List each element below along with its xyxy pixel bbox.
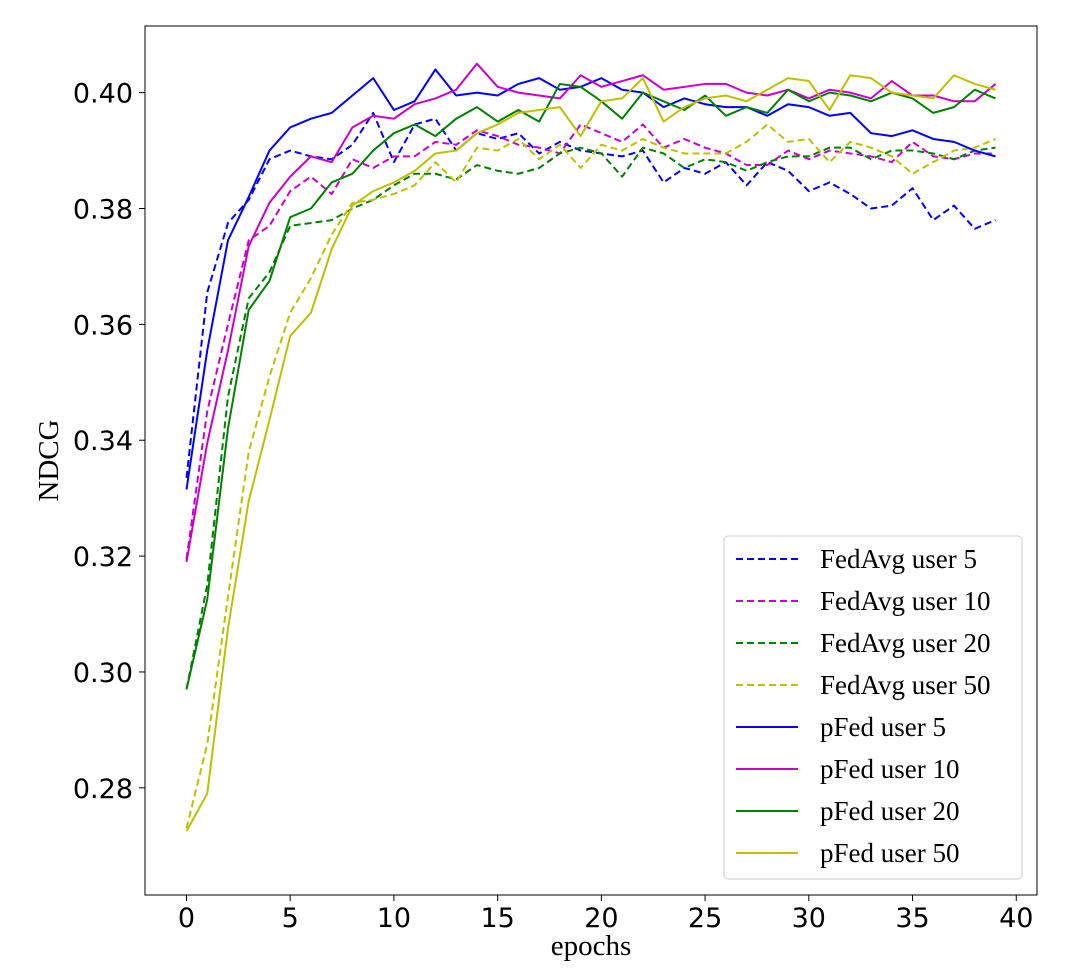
legend-label: pFed user 50 bbox=[820, 838, 959, 868]
series-line-pfed-user-10 bbox=[185, 62, 997, 563]
series-line-fedavg-user-5 bbox=[185, 111, 996, 478]
x-tick-label: 20 bbox=[584, 903, 618, 934]
series-line-pfed-user-20 bbox=[185, 82, 996, 690]
series-line-fedavg-user-10 bbox=[185, 123, 996, 560]
series-line-pfed-user-50 bbox=[185, 74, 996, 832]
legend-box bbox=[723, 535, 1023, 880]
legend: FedAvg user 5 FedAvg user 10 FedAvg user 2… bbox=[723, 535, 1023, 880]
y-tick-label: 0.36 bbox=[73, 310, 133, 341]
legend-label: FedAvg user 10 bbox=[820, 586, 990, 616]
x-axis-title: epochs bbox=[551, 930, 632, 962]
legend-label: pFed user 5 bbox=[820, 712, 946, 742]
x-tick-label: 5 bbox=[282, 903, 299, 934]
x-axis: 0 5 10 15 20 25 30 35 40 bbox=[178, 895, 1033, 934]
series-layer bbox=[185, 62, 997, 832]
x-tick-label: 40 bbox=[999, 903, 1033, 934]
series-line-pfed-user-5 bbox=[185, 68, 996, 490]
x-tick-label: 30 bbox=[792, 903, 826, 934]
legend-label: pFed user 20 bbox=[820, 796, 959, 826]
plot-frame bbox=[144, 25, 1038, 896]
legend-label: FedAvg user 20 bbox=[820, 628, 990, 658]
y-tick-label: 0.30 bbox=[73, 658, 133, 689]
y-tick-label: 0.38 bbox=[73, 194, 133, 225]
legend-label: FedAvg user 5 bbox=[820, 544, 977, 574]
x-tick-label: 35 bbox=[895, 903, 929, 934]
x-tick-label: 10 bbox=[377, 903, 411, 934]
series-line-fedavg-user-50 bbox=[185, 123, 996, 829]
legend-label: pFed user 10 bbox=[820, 754, 959, 784]
y-axis: 0.28 0.30 0.32 0.34 0.36 0.38 0.40 bbox=[73, 79, 145, 805]
x-tick-label: 15 bbox=[480, 903, 514, 934]
y-tick-label: 0.34 bbox=[73, 426, 133, 457]
x-tick-label: 0 bbox=[178, 903, 195, 934]
y-tick-label: 0.28 bbox=[73, 774, 133, 805]
series-line-fedavg-user-20 bbox=[185, 146, 996, 690]
y-tick-label: 0.40 bbox=[73, 79, 133, 110]
x-tick-label: 25 bbox=[688, 903, 722, 934]
y-tick-label: 0.32 bbox=[73, 542, 133, 573]
legend-label: FedAvg user 50 bbox=[820, 670, 990, 700]
y-axis-title: NDCG bbox=[33, 419, 65, 501]
